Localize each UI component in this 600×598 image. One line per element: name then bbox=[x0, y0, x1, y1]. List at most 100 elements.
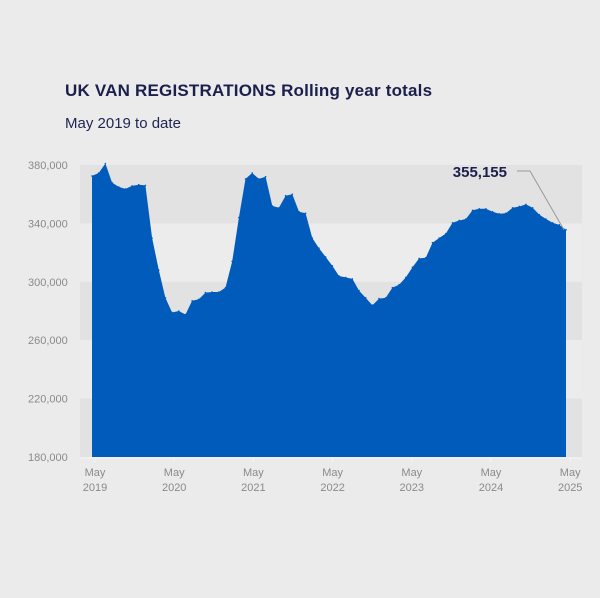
data-point-2020-04 bbox=[164, 297, 167, 299]
x-tick-year: 2023 bbox=[400, 482, 424, 494]
y-tick-label: 260,000 bbox=[28, 335, 68, 347]
y-tick-label: 220,000 bbox=[28, 394, 68, 406]
data-point-2021-09 bbox=[278, 206, 280, 209]
x-tick-month: May bbox=[85, 467, 106, 479]
x-tick-year: 2020 bbox=[162, 482, 186, 494]
data-point-2022-09 bbox=[358, 289, 360, 292]
x-tick-year: 2025 bbox=[558, 482, 582, 494]
y-tick-label: 300,000 bbox=[28, 277, 68, 289]
data-point-2021-06 bbox=[258, 178, 260, 180]
x-axis: May 2019 May 2020 May 2021 May 2022 May 2023 May 20… bbox=[80, 457, 582, 494]
x-tick-month: May bbox=[401, 467, 422, 479]
x-tick-year: 2022 bbox=[320, 482, 344, 494]
data-point-2022-11 bbox=[371, 304, 374, 306]
data-point-2023-06 bbox=[418, 257, 420, 260]
data-point-2019-06 bbox=[97, 172, 100, 174]
data-point-2019-07 bbox=[104, 162, 107, 165]
data-point-2019-08 bbox=[111, 181, 113, 184]
data-point-2024-06 bbox=[498, 212, 501, 215]
chart-subtitle: May 2019 to date bbox=[65, 115, 181, 132]
data-point-2021-12 bbox=[298, 210, 300, 213]
annotation-leader-line bbox=[517, 170, 565, 231]
data-point-2022-05 bbox=[331, 264, 334, 267]
data-point-2022-01 bbox=[304, 212, 307, 214]
x-tick-year: 2024 bbox=[479, 482, 503, 494]
data-point-2025-01 bbox=[545, 218, 547, 220]
data-point-2020-11 bbox=[211, 291, 213, 293]
x-tick-month: May bbox=[322, 467, 343, 479]
y-tick-label: 180,000 bbox=[28, 452, 68, 464]
data-point-2020-08 bbox=[191, 299, 193, 302]
x-tick-month: May bbox=[164, 467, 185, 479]
data-point-2019-09 bbox=[117, 186, 120, 188]
data-point-2025-02 bbox=[551, 222, 554, 224]
data-point-2024-05 bbox=[491, 210, 494, 213]
data-point-2024-12 bbox=[538, 213, 541, 216]
data-point-2024-01 bbox=[465, 218, 467, 220]
data-point-2024-07 bbox=[505, 212, 507, 214]
data-point-2023-10 bbox=[445, 232, 447, 235]
data-point-2022-10 bbox=[364, 297, 367, 299]
data-point-2024-10 bbox=[525, 203, 527, 206]
data-point-2020-10 bbox=[204, 291, 207, 294]
data-points bbox=[91, 162, 567, 316]
y-tick-label: 340,000 bbox=[28, 218, 68, 230]
x-tick-year: 2019 bbox=[83, 482, 107, 494]
data-point-2021-01 bbox=[224, 286, 227, 289]
data-point-2023-02 bbox=[391, 286, 394, 289]
data-point-2022-08 bbox=[351, 278, 354, 280]
data-point-2019-10 bbox=[124, 188, 127, 190]
data-point-2024-08 bbox=[511, 206, 514, 209]
annotation-label: 355,155 bbox=[453, 164, 507, 181]
data-point-2024-09 bbox=[518, 205, 521, 208]
data-point-2025-04 bbox=[565, 229, 567, 231]
data-point-2022-03 bbox=[318, 247, 320, 250]
data-point-2023-11 bbox=[451, 222, 454, 224]
data-point-2024-03 bbox=[478, 208, 481, 210]
data-point-2024-04 bbox=[485, 208, 487, 210]
data-point-2019-05 bbox=[91, 175, 93, 177]
x-tick-year: 2021 bbox=[241, 482, 265, 494]
data-point-2021-07 bbox=[264, 175, 267, 178]
data-point-2022-06 bbox=[338, 275, 340, 277]
x-tick-month: May bbox=[560, 467, 581, 479]
area-series bbox=[92, 163, 566, 457]
data-point-2021-03 bbox=[238, 216, 240, 219]
data-point-2023-09 bbox=[438, 237, 440, 239]
chart-title: UK VAN REGISTRATIONS Rolling year totals bbox=[65, 81, 433, 100]
data-point-2021-11 bbox=[291, 193, 294, 195]
data-point-2023-08 bbox=[431, 241, 434, 244]
x-tick-month: May bbox=[243, 467, 264, 479]
data-point-2019-11 bbox=[131, 185, 133, 187]
data-point-2022-04 bbox=[324, 256, 327, 258]
data-point-2021-08 bbox=[271, 205, 274, 207]
data-point-2022-12 bbox=[378, 297, 380, 300]
data-point-2022-07 bbox=[344, 276, 347, 279]
data-point-2023-07 bbox=[425, 256, 427, 259]
data-point-2020-02 bbox=[151, 237, 153, 239]
data-point-2022-02 bbox=[311, 237, 314, 239]
data-point-2023-12 bbox=[458, 219, 460, 222]
x-tick-month: May bbox=[481, 467, 502, 479]
data-point-2019-12 bbox=[137, 183, 140, 186]
y-tick-label: 380,000 bbox=[28, 160, 68, 172]
data-point-2021-04 bbox=[244, 178, 247, 180]
data-point-2021-10 bbox=[284, 194, 287, 197]
data-point-2021-02 bbox=[231, 260, 233, 263]
data-point-2024-11 bbox=[531, 206, 534, 209]
data-point-2023-04 bbox=[404, 276, 407, 279]
data-point-2020-07 bbox=[184, 313, 187, 316]
data-point-2025-03 bbox=[558, 224, 561, 226]
data-point-2023-03 bbox=[398, 283, 400, 286]
data-point-2020-09 bbox=[198, 298, 200, 301]
data-point-2020-01 bbox=[144, 184, 147, 187]
y-axis: 380,000 340,000 300,000 260,000 220,000 180,0… bbox=[28, 160, 68, 464]
data-point-2024-02 bbox=[471, 209, 474, 212]
data-point-2023-05 bbox=[411, 266, 414, 269]
data-point-2020-12 bbox=[218, 291, 220, 293]
data-point-2023-01 bbox=[384, 297, 387, 299]
data-point-2021-05 bbox=[251, 172, 254, 174]
data-point-2020-05 bbox=[171, 311, 173, 314]
data-point-2020-03 bbox=[157, 269, 160, 271]
